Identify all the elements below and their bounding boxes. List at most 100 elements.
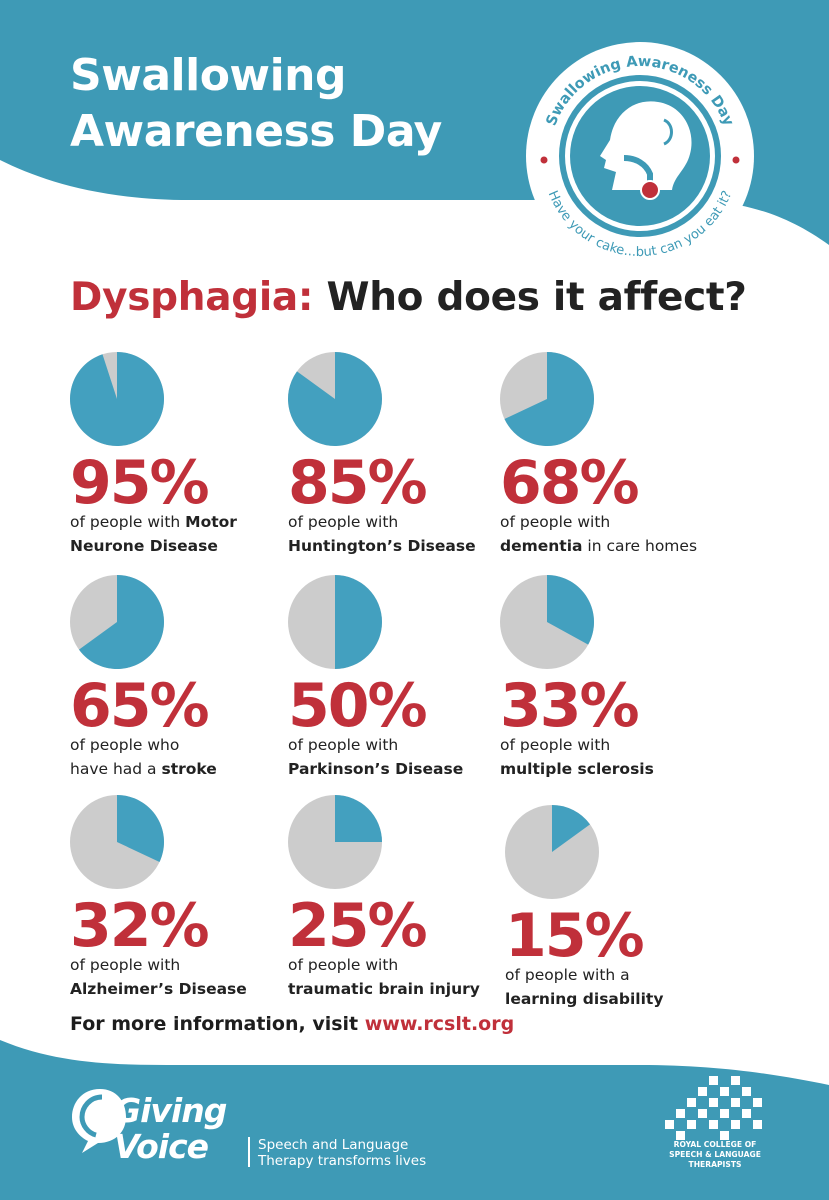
stat-desc-text: of people with — [70, 513, 186, 531]
stat-desc-bold: Neurone Disease — [70, 537, 218, 555]
stat-desc-bold: Parkinson’s Disease — [288, 760, 464, 778]
stat-desc-bold: Huntington’s Disease — [288, 537, 476, 555]
pie-chart-icon — [500, 575, 594, 669]
pie-slice — [78, 575, 164, 669]
stat-desc-line1: of people who — [70, 733, 270, 757]
badge-dot-left — [540, 156, 548, 164]
stat-desc-line2: Parkinson’s Disease — [288, 757, 488, 781]
stat-percent: 85% — [288, 448, 428, 518]
giving-voice-logo: Giving Voice Speech and Language Therapy… — [70, 1085, 430, 1175]
stat-desc-line1: of people with — [70, 953, 270, 977]
stat-desc-text: of people with — [288, 956, 399, 974]
pie-chart-icon — [505, 805, 599, 899]
giving-voice-name: Giving Voice — [114, 1091, 227, 1166]
pixel-grid-icon — [665, 1076, 762, 1140]
badge-dot-right — [732, 156, 740, 164]
more-info-text: For more information, visit — [70, 1013, 365, 1035]
stat-description: of people with traumatic brain injury — [288, 953, 488, 1001]
stat-desc-line1: of people with a — [505, 963, 705, 987]
stat-description: of people who have had a stroke — [70, 733, 270, 781]
stat-desc-line2: dementia in care homes — [500, 534, 700, 558]
stat-desc-text: of people with — [288, 513, 399, 531]
pie-slice — [70, 352, 164, 446]
giving-voice-name-line1: Giving — [114, 1091, 227, 1130]
pie-chart-icon — [70, 575, 164, 669]
giving-voice-name-line2: Voice — [114, 1127, 209, 1166]
stat-percent: 65% — [70, 671, 210, 741]
pie-chart-icon — [500, 352, 594, 446]
stat-desc-line2: Huntington’s Disease — [288, 534, 488, 558]
tagline-line2: Therapy transforms lives — [258, 1153, 427, 1169]
stat-description: of people with Huntington’s Disease — [288, 510, 488, 558]
subheading-highlight: Dysphagia: — [70, 275, 314, 320]
stat-desc-text: of people who — [70, 736, 180, 754]
pie-slice — [335, 795, 382, 842]
stat-item: 32% of people with Alzheimer’s Disease — [70, 795, 270, 1001]
stat-percent: 95% — [70, 448, 210, 518]
stat-desc-line2: multiple sclerosis — [500, 757, 700, 781]
pie-slice — [335, 575, 382, 669]
footer-banner — [0, 1040, 829, 1200]
stat-desc-line1: of people with Motor — [70, 510, 270, 534]
stat-desc-text: of people with a — [505, 966, 630, 984]
stat-desc-text: of people with — [500, 513, 611, 531]
stat-desc-bold: learning disability — [505, 990, 664, 1008]
logo-divider — [248, 1137, 250, 1167]
stat-desc-bold: stroke — [161, 760, 217, 778]
stat-item: 95% of people with Motor Neurone Disease — [70, 352, 270, 558]
subheading: Dysphagia: Who does it affect? — [70, 270, 747, 326]
stat-description: of people with Alzheimer’s Disease — [70, 953, 270, 1001]
stat-item: 15% of people with a learning disability — [505, 805, 705, 1011]
stat-item: 50% of people with Parkinson’s Disease — [288, 575, 488, 781]
subheading-rest: Who does it affect? — [326, 275, 747, 320]
stat-desc-bold: Motor — [185, 513, 237, 531]
stat-desc-text: of people with — [70, 956, 181, 974]
stat-desc-bold: dementia — [500, 537, 583, 555]
speech-bubble-icon — [72, 1089, 126, 1153]
stat-percent: 25% — [288, 891, 428, 961]
stat-desc-text: in care homes — [582, 537, 698, 555]
stat-desc-text: of people with — [500, 736, 611, 754]
stat-item: 68% of people with dementia in care home… — [500, 352, 700, 558]
pie-slice — [552, 805, 591, 852]
pie-chart-icon — [288, 352, 382, 446]
stat-desc-line2: Alzheimer’s Disease — [70, 977, 270, 1001]
stat-item: 33% of people with multiple sclerosis — [500, 575, 700, 781]
swallowing-awareness-badge: Swallowing Awareness Day Have your cake.… — [526, 42, 754, 270]
stat-desc-text: of people with — [288, 736, 399, 754]
stat-desc-text: have had a — [70, 760, 162, 778]
stat-desc-bold: Alzheimer’s Disease — [70, 980, 247, 998]
main-title-line1: Swallowing — [70, 50, 346, 101]
main-title-line2: Awareness Day — [70, 106, 442, 157]
pie-slice — [288, 352, 382, 446]
rcslt-line2: SPEECH & LANGUAGE — [669, 1150, 761, 1159]
stat-percent: 15% — [505, 901, 645, 971]
stat-desc-line2: Neurone Disease — [70, 534, 270, 558]
main-title: Swallowing Awareness Day — [70, 48, 442, 160]
stat-desc-line2: learning disability — [505, 987, 705, 1011]
footer-wave-shape — [0, 1040, 829, 1200]
rcslt-website-link[interactable]: www.rcslt.org — [364, 1013, 515, 1035]
stat-description: of people with dementia in care homes — [500, 510, 700, 558]
rcslt-line1: ROYAL COLLEGE OF — [673, 1140, 757, 1149]
stat-desc-line1: of people with — [500, 510, 700, 534]
stat-description: of people with Motor Neurone Disease — [70, 510, 270, 558]
stat-desc-bold: traumatic brain injury — [288, 980, 480, 998]
stat-desc-line1: of people with — [500, 733, 700, 757]
pie-slice — [547, 575, 594, 645]
stat-description: of people with multiple sclerosis — [500, 733, 700, 781]
rcslt-line3: THERAPISTS — [688, 1160, 742, 1169]
giving-voice-tagline: Speech and Language Therapy transforms l… — [258, 1137, 426, 1169]
stat-desc-line2: have had a stroke — [70, 757, 270, 781]
stat-item: 65% of people who have had a stroke — [70, 575, 270, 781]
stat-desc-line1: of people with — [288, 510, 488, 534]
tagline-line1: Speech and Language — [258, 1137, 409, 1153]
stat-percent: 33% — [500, 671, 640, 741]
more-info-line: For more information, visit www.rcslt.or… — [70, 1010, 514, 1038]
head-silhouette-icon — [600, 101, 692, 200]
stat-description: of people with a learning disability — [505, 963, 705, 1011]
badge-ring — [559, 75, 721, 237]
stat-percent: 32% — [70, 891, 210, 961]
pie-chart-icon — [288, 575, 382, 669]
